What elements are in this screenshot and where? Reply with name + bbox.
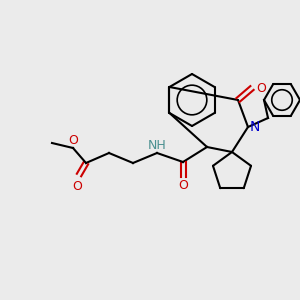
Text: O: O bbox=[68, 134, 78, 147]
Text: N: N bbox=[250, 120, 260, 134]
Text: O: O bbox=[72, 180, 82, 193]
Text: NH: NH bbox=[148, 139, 166, 152]
Text: O: O bbox=[256, 82, 266, 94]
Text: O: O bbox=[178, 179, 188, 192]
